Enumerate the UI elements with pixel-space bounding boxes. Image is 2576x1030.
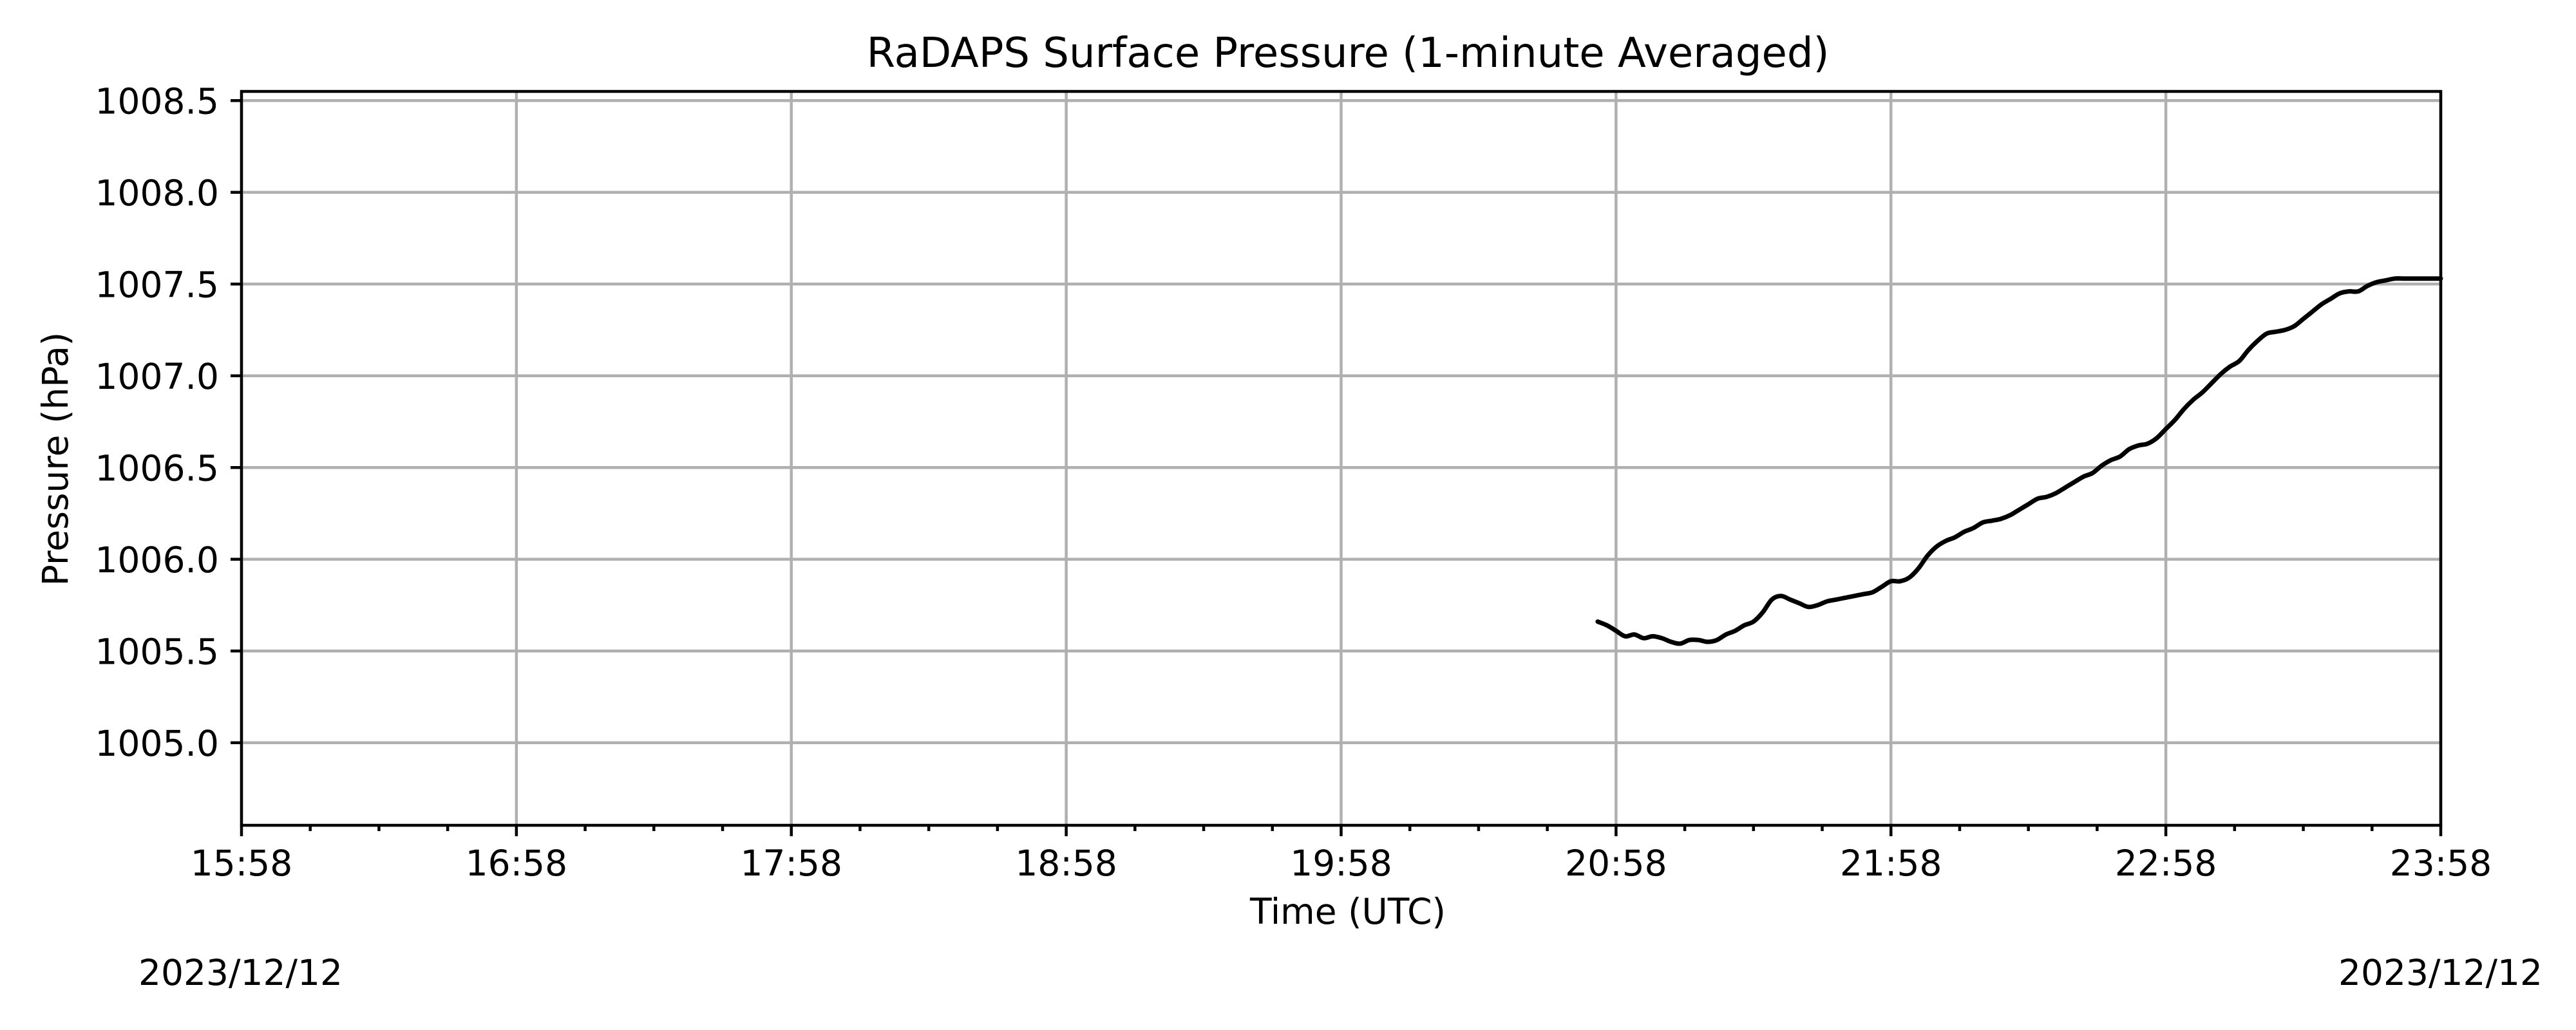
end-date-label: 2023/12/12 [2338,952,2543,993]
start-date-label: 2023/12/12 [138,952,343,993]
y-tick-label: 1007.0 [95,356,219,397]
y-tick-label: 1005.0 [95,723,219,764]
y-tick-label: 1006.5 [95,447,219,489]
y-tick-labels: 1005.0 1005.5 1006.0 1006.5 1007.0 1007.5 1008… [95,80,219,764]
y-tick-label: 1005.5 [95,631,219,672]
x-axis-label: Time (UTC) [1249,891,1446,932]
x-tick-label: 20:58 [1565,843,1667,884]
x-tick-label: 16:58 [466,843,568,884]
x-tick-label: 19:58 [1290,843,1392,884]
x-tick-labels: 15:58 16:58 17:58 18:58 19:58 20:58 21:58 22:58… [191,843,2492,884]
x-tick-label: 23:58 [2390,843,2492,884]
x-tick-label: 22:58 [2115,843,2217,884]
series-layer [1595,276,2443,646]
y-tick-label: 1008.0 [95,173,219,214]
chart-title: RaDAPS Surface Pressure (1-minute Averag… [867,30,1830,77]
y-axis-label: Pressure (hPa) [35,332,76,586]
y-tick-label: 1007.5 [95,264,219,305]
y-tick-label: 1006.0 [95,539,219,581]
pressure-series-line [1595,276,2443,646]
x-tick-label: 18:58 [1015,843,1117,884]
y-tick-label: 1008.5 [95,80,219,122]
axis-ticks [231,99,2443,836]
x-tick-label: 15:58 [191,843,293,884]
x-tick-label: 17:58 [740,843,842,884]
x-tick-label: 21:58 [1840,843,1942,884]
